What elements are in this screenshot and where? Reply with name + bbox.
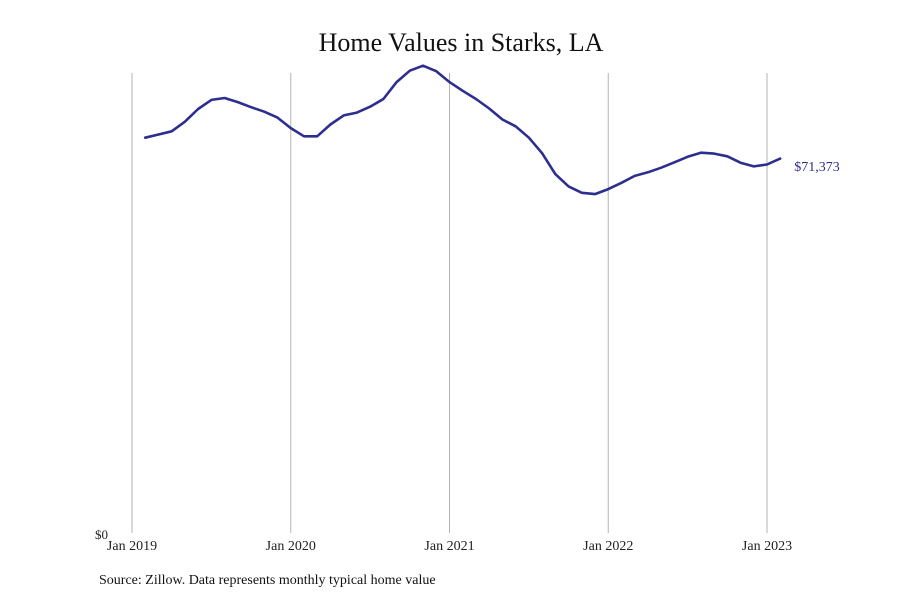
x-tick-label: Jan 2021 (424, 539, 474, 554)
x-tick-label: Jan 2022 (583, 539, 633, 554)
x-tick-label: Jan 2023 (742, 539, 792, 554)
home-value-line (143, 64, 782, 196)
y-tick-label: $0 (95, 527, 108, 542)
x-tick-label: Jan 2019 (107, 539, 157, 554)
x-axis-ticks: Jan 2019 Jan 2020 Jan 2021 Jan 2022 Jan 2023 (107, 539, 792, 554)
x-tick-label: Jan 2020 (266, 539, 316, 554)
y-axis-ticks: $0 (95, 527, 108, 542)
vertical-gridlines (131, 73, 768, 533)
source-note: Source: Zillow. Data represents monthly … (99, 573, 436, 588)
latest-value-label: $71,373 (794, 160, 840, 175)
chart-title: Home Values in Starks, LA (318, 28, 604, 57)
series-group (143, 64, 782, 196)
